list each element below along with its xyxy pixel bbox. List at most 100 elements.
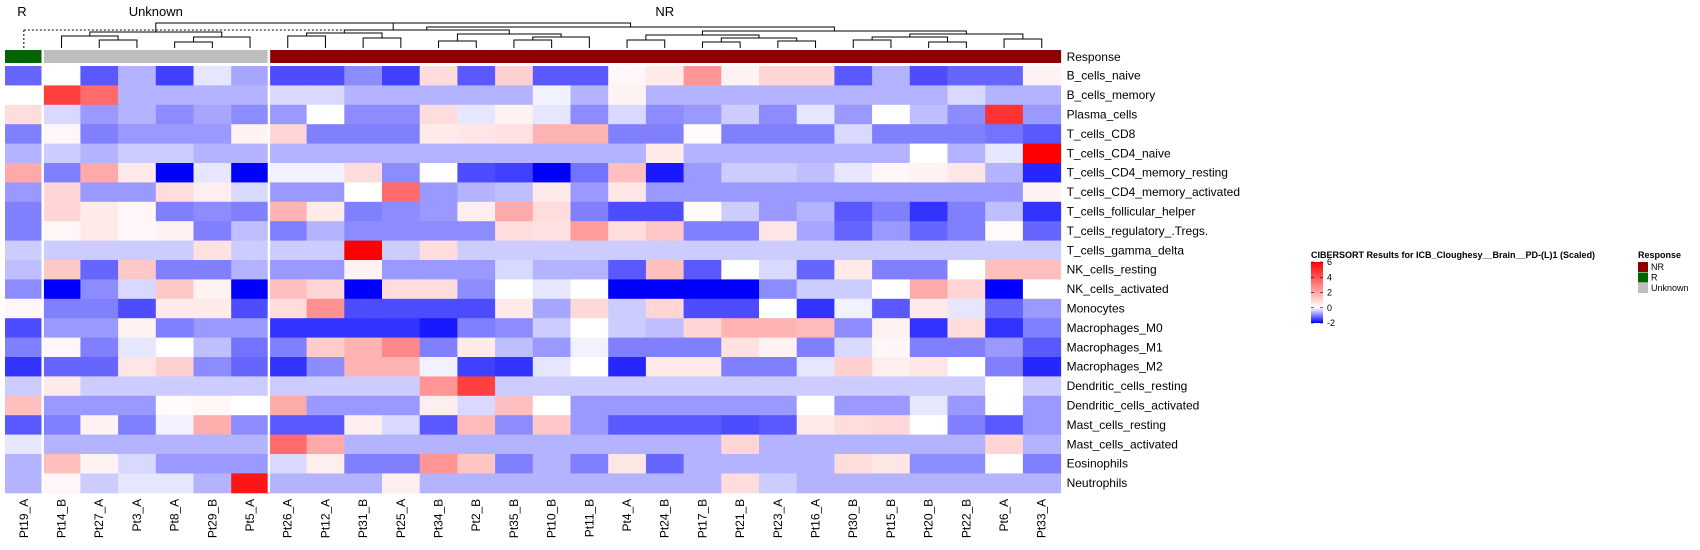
- heatmap-cell: [1022, 143, 1062, 164]
- heatmap-cell: [155, 240, 194, 261]
- heatmap-cell: [155, 124, 194, 145]
- heatmap-cell: [5, 143, 44, 164]
- heatmap-cell: [909, 279, 948, 300]
- annotation-label: Response: [1067, 50, 1121, 64]
- heatmap-cell: [231, 454, 270, 474]
- heatmap-cell: [872, 182, 911, 203]
- heatmap-cell: [42, 124, 81, 145]
- heatmap-cell: [344, 279, 383, 300]
- heatmap-cell: [5, 201, 44, 222]
- heatmap-cell: [683, 279, 722, 300]
- color-scale-tick-label: 6: [1327, 257, 1332, 267]
- heatmap-cell: [268, 395, 308, 416]
- heatmap-cell: [80, 415, 119, 436]
- heatmap-cell: [947, 357, 986, 377]
- heatmap-cell: [155, 298, 194, 319]
- heatmap-cell: [872, 85, 911, 106]
- heatmap-cell: [909, 376, 948, 397]
- response-annotation-bar: Response: [5, 49, 1121, 64]
- heatmap-cell: [231, 221, 270, 242]
- heatmap-cell: [947, 221, 986, 242]
- heatmap-cell: [118, 376, 157, 397]
- heatmap-cell: [985, 415, 1024, 436]
- heatmap-cell: [5, 395, 44, 416]
- heatmap-cell: [909, 415, 948, 436]
- heatmap-cell: [419, 337, 458, 358]
- heatmap-cell: [42, 182, 81, 203]
- heatmap-cell: [419, 143, 458, 164]
- heatmap-cell: [985, 454, 1024, 474]
- heatmap-cell: [382, 143, 421, 164]
- heatmap-cell: [532, 260, 571, 280]
- heatmap-cell: [1022, 376, 1062, 397]
- heatmap-cell: [834, 395, 873, 416]
- heatmap-cell: [872, 434, 911, 455]
- heatmap-cell: [118, 240, 157, 261]
- heatmap-cell: [344, 473, 383, 494]
- heatmap-cell: [570, 454, 609, 474]
- heatmap-cell: [608, 201, 647, 222]
- heatmap-cell: [268, 473, 308, 494]
- heatmap-cell: [645, 143, 685, 164]
- heatmap-cell: [721, 473, 760, 494]
- heatmap-cell: [268, 124, 308, 145]
- row-label: Macrophages_M2: [1067, 360, 1163, 374]
- heatmap-cell: [608, 221, 647, 242]
- group-separator: [267, 48, 271, 493]
- heatmap-cell: [268, 143, 308, 164]
- heatmap-cell: [1022, 163, 1062, 183]
- heatmap-cell: [155, 143, 194, 164]
- heatmap-cell: [382, 85, 421, 106]
- row-label: T_cells_regulatory_.Tregs.: [1067, 224, 1209, 238]
- heatmap-cell: [759, 454, 798, 474]
- heatmap-cell: [683, 260, 722, 280]
- heatmap-cell: [872, 357, 911, 377]
- heatmap-cell: [985, 66, 1024, 86]
- column-label: Pt23_A: [771, 499, 785, 538]
- heatmap-cell: [759, 298, 798, 319]
- heatmap-cell: [495, 454, 534, 474]
- heatmap-cell: [985, 434, 1024, 455]
- heatmap-cell: [457, 473, 496, 494]
- heatmap-cell: [759, 260, 798, 280]
- heatmap-cell: [457, 260, 496, 280]
- response-cell: [231, 50, 270, 63]
- heatmap-cell: [268, 279, 308, 300]
- heatmap-cell: [231, 376, 270, 397]
- row-label: Neutrophils: [1067, 476, 1128, 490]
- heatmap-cell: [909, 337, 948, 358]
- heatmap-cell: [5, 337, 44, 358]
- heatmap-cell: [532, 434, 571, 455]
- color-scale-title: CIBERSORT Results for ICB_Cloughesy__Bra…: [1311, 250, 1595, 260]
- heatmap-cell: [344, 260, 383, 280]
- heatmap-cell: [268, 454, 308, 474]
- heatmap-cell: [834, 318, 873, 339]
- heatmap-cell: [721, 124, 760, 145]
- heatmap-cell: [683, 163, 722, 183]
- heatmap-cell: [231, 124, 270, 145]
- heatmap-cell: [344, 201, 383, 222]
- row-label: Mast_cells_activated: [1067, 437, 1178, 451]
- heatmap-cell: [268, 66, 308, 86]
- heatmap-cell: [80, 395, 119, 416]
- heatmap-cell: [759, 221, 798, 242]
- heatmap-cell: [42, 163, 81, 183]
- heatmap-cell: [683, 318, 722, 339]
- heatmap-cell: [683, 473, 722, 494]
- heatmap-cell: [42, 395, 81, 416]
- heatmap-cell: [495, 473, 534, 494]
- heatmap-cell: [834, 66, 873, 86]
- heatmap-cell: [42, 143, 81, 164]
- heatmap-cell: [683, 434, 722, 455]
- response-cell: [683, 50, 722, 63]
- response-cell: [1022, 50, 1062, 63]
- heatmap-cell: [834, 298, 873, 319]
- heatmap-cell: [570, 473, 609, 494]
- heatmap-cell: [683, 201, 722, 222]
- heatmap-cell: [834, 104, 873, 125]
- column-label: Pt12_A: [318, 499, 332, 538]
- heatmap-cell: [947, 318, 986, 339]
- heatmap-cell: [796, 163, 835, 183]
- heatmap-cell: [872, 104, 911, 125]
